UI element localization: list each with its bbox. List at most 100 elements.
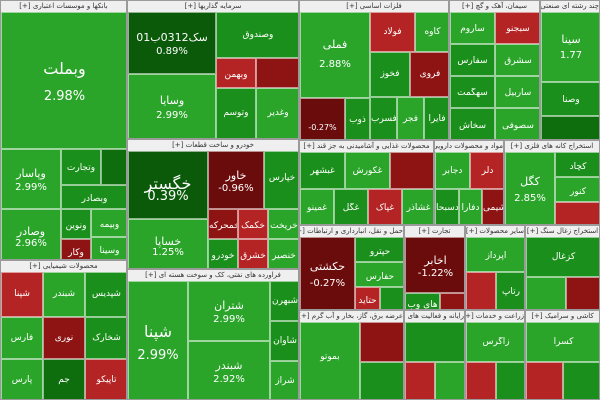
stock-tile[interactable] bbox=[496, 362, 524, 399]
stock-tile[interactable] bbox=[526, 277, 566, 309]
stock-tile[interactable]: خپارس bbox=[264, 151, 298, 209]
sector-cement[interactable]: سیمان، آهک و گچ [+] ساروم سبجنو سفارس سش… bbox=[449, 0, 540, 140]
sector-title[interactable]: بانکها و موسسات اعتباری [+] bbox=[1, 1, 126, 12]
stock-tile[interactable]: کگل 2.85% bbox=[505, 152, 555, 224]
stock-tile[interactable]: سصوفی bbox=[495, 108, 539, 139]
stock-tile[interactable] bbox=[101, 149, 126, 185]
sector-title[interactable]: خودرو و ساخت قطعات [+] bbox=[128, 140, 298, 151]
sector-multi-industry[interactable]: چند رشته ای صنعتی [+] سینا 1.77 وصنا bbox=[540, 0, 600, 140]
stock-tile[interactable]: های وب bbox=[405, 293, 440, 309]
sector-title[interactable]: محصولات شیمیایی [+] bbox=[1, 261, 126, 272]
stock-tile[interactable]: فسرب bbox=[370, 97, 397, 139]
stock-tile[interactable]: کنور bbox=[555, 177, 599, 202]
stock-tile[interactable] bbox=[566, 277, 599, 309]
sector-title[interactable]: فراورده های نفتی، کک و سوخت هسته ای [+] bbox=[128, 270, 298, 281]
stock-tile[interactable]: ساروم bbox=[450, 12, 495, 44]
stock-tile[interactable]: وتوسم bbox=[216, 88, 256, 138]
stock-tile[interactable]: کسرا bbox=[526, 322, 599, 362]
stock-tile[interactable]: کزغال bbox=[526, 237, 599, 277]
stock-tile[interactable]: دسبحا bbox=[435, 189, 459, 224]
stock-tile[interactable]: دشیمی bbox=[482, 189, 503, 224]
stock-tile[interactable]: رتاپ bbox=[496, 272, 524, 309]
sector-title[interactable]: سیمان، آهک و گچ [+] bbox=[450, 1, 539, 12]
sector-title[interactable]: حمل و نقل، انبارداری و ارتباطات [+] bbox=[300, 226, 403, 237]
sector-pharma[interactable]: مواد و محصولات دارویی [+] دجابر دلر دسبح… bbox=[434, 140, 504, 225]
stock-tile[interactable]: ساربیل bbox=[495, 76, 539, 108]
stock-tile[interactable]: ذوب bbox=[345, 98, 370, 139]
stock-tile[interactable]: وبملت 2.98% bbox=[1, 12, 126, 149]
stock-tile[interactable] bbox=[360, 362, 403, 399]
stock-tile[interactable] bbox=[390, 152, 433, 189]
sector-auto[interactable]: خودرو و ساخت قطعات [+] خگستر 0.39% خساپا… bbox=[127, 139, 299, 269]
stock-tile[interactable]: سهگمت bbox=[450, 76, 495, 108]
stock-tile[interactable]: سشرق bbox=[495, 44, 539, 76]
stock-tile[interactable] bbox=[466, 272, 496, 309]
sector-title[interactable]: رایانه و فعالیت های وابسته [+] bbox=[405, 311, 464, 322]
stock-tile[interactable]: فملی 2.88% bbox=[300, 12, 370, 98]
stock-tile[interactable]: سفارس bbox=[450, 44, 495, 76]
stock-tile[interactable]: فجر bbox=[397, 97, 424, 139]
stock-tile[interactable]: حتاید bbox=[355, 287, 380, 309]
stock-tile[interactable]: وصنا bbox=[541, 82, 599, 116]
sector-title[interactable]: تجارت [+] bbox=[405, 226, 464, 237]
stock-tile[interactable]: شراز bbox=[270, 361, 298, 399]
stock-tile[interactable]: غکورش bbox=[345, 152, 390, 189]
stock-tile[interactable]: سخاش bbox=[450, 108, 495, 139]
stock-tile[interactable]: فخوز bbox=[370, 52, 410, 97]
sector-banks[interactable]: بانکها و موسسات اعتباری [+] وبملت 2.98% … bbox=[0, 0, 127, 260]
stock-tile[interactable] bbox=[466, 362, 496, 399]
stock-tile[interactable]: وغدیر bbox=[256, 88, 298, 138]
sector-chemicals[interactable]: محصولات شیمیایی [+] شپنا شبندر شپدیس فار… bbox=[0, 260, 127, 400]
stock-tile[interactable]: غشاذر bbox=[402, 189, 433, 224]
stock-tile[interactable]: اخابر -1.22% bbox=[405, 237, 464, 293]
stock-tile[interactable]: وتجارت bbox=[61, 149, 101, 185]
stock-tile[interactable]: شبندر bbox=[43, 272, 85, 317]
stock-tile[interactable]: سبجنو bbox=[495, 12, 539, 44]
stock-tile[interactable]: زاگرس bbox=[466, 322, 524, 362]
stock-tile[interactable]: وبیمه bbox=[91, 209, 126, 237]
sector-title[interactable]: مواد و محصولات دارویی [+] bbox=[435, 141, 503, 152]
stock-tile[interactable]: پارس bbox=[1, 359, 43, 399]
sector-metal-ores[interactable]: استخراج کانه های فلزی [+] کگل 2.85% کچاد… bbox=[504, 140, 600, 225]
stock-tile[interactable] bbox=[541, 116, 599, 139]
stock-tile[interactable]: حپترو bbox=[355, 237, 403, 262]
sector-coal[interactable]: استخراج زغال سنگ [+] کزغال bbox=[525, 225, 600, 310]
sector-title[interactable]: سایر محصولات [+] bbox=[466, 226, 524, 237]
stock-tile[interactable]: غپاک bbox=[368, 189, 402, 224]
stock-tile[interactable]: خودرو bbox=[208, 239, 238, 268]
stock-tile[interactable]: اپرداز bbox=[466, 237, 524, 272]
stock-tile[interactable]: سک0312ب01 0.89% bbox=[128, 12, 216, 74]
stock-tile[interactable]: خساپا 1.25% bbox=[128, 219, 208, 268]
stock-tile[interactable] bbox=[435, 362, 464, 399]
stock-tile[interactable]: وکار bbox=[61, 239, 91, 259]
stock-tile[interactable]: فروی bbox=[410, 52, 448, 97]
sector-investments[interactable]: سرمایه گذاریها [+] سک0312ب01 0.89% وسایا… bbox=[127, 0, 299, 139]
stock-tile[interactable]: حکشتی -0.27% bbox=[300, 237, 355, 309]
stock-tile[interactable]: بموتو bbox=[300, 322, 360, 399]
sector-refinery[interactable]: فراورده های نفتی، کک و سوخت هسته ای [+] … bbox=[127, 269, 299, 400]
sector-agriculture[interactable]: زراعت و خدمات [+] زاگرس bbox=[465, 310, 525, 400]
stock-tile[interactable]: وصادر 2.96% bbox=[1, 209, 61, 259]
stock-tile[interactable]: وبصادر bbox=[61, 185, 126, 209]
stock-tile[interactable]: ونوین bbox=[61, 209, 91, 239]
stock-tile[interactable]: غبشهر bbox=[300, 152, 345, 189]
stock-tile[interactable] bbox=[360, 322, 403, 362]
stock-tile[interactable]: دلر bbox=[470, 152, 503, 189]
stock-tile[interactable] bbox=[526, 362, 563, 399]
stock-tile[interactable] bbox=[256, 58, 298, 88]
stock-tile[interactable]: شتران 2.99% bbox=[188, 281, 270, 341]
stock-tile[interactable] bbox=[440, 293, 464, 309]
sector-food[interactable]: محصولات غذایی و آشامیدنی به جز قند [+] غ… bbox=[299, 140, 434, 225]
stock-tile[interactable]: فارس bbox=[1, 317, 43, 359]
stock-tile[interactable]: خشرق bbox=[238, 239, 268, 268]
stock-tile[interactable]: خکمک bbox=[238, 209, 268, 239]
stock-tile[interactable] bbox=[380, 287, 403, 309]
sector-title[interactable]: فلزات اساسی [+] bbox=[300, 1, 448, 12]
stock-tile[interactable]: خریخت bbox=[268, 209, 298, 239]
stock-tile[interactable]: وپاسار 2.99% bbox=[1, 149, 61, 209]
stock-tile[interactable]: وسایا 2.99% bbox=[128, 74, 216, 138]
stock-tile[interactable]: وبهمن bbox=[216, 58, 256, 88]
sector-title[interactable]: چند رشته ای صنعتی [+] bbox=[541, 1, 599, 12]
stock-tile[interactable]: غمینو bbox=[300, 189, 334, 224]
stock-tile[interactable] bbox=[555, 202, 599, 224]
